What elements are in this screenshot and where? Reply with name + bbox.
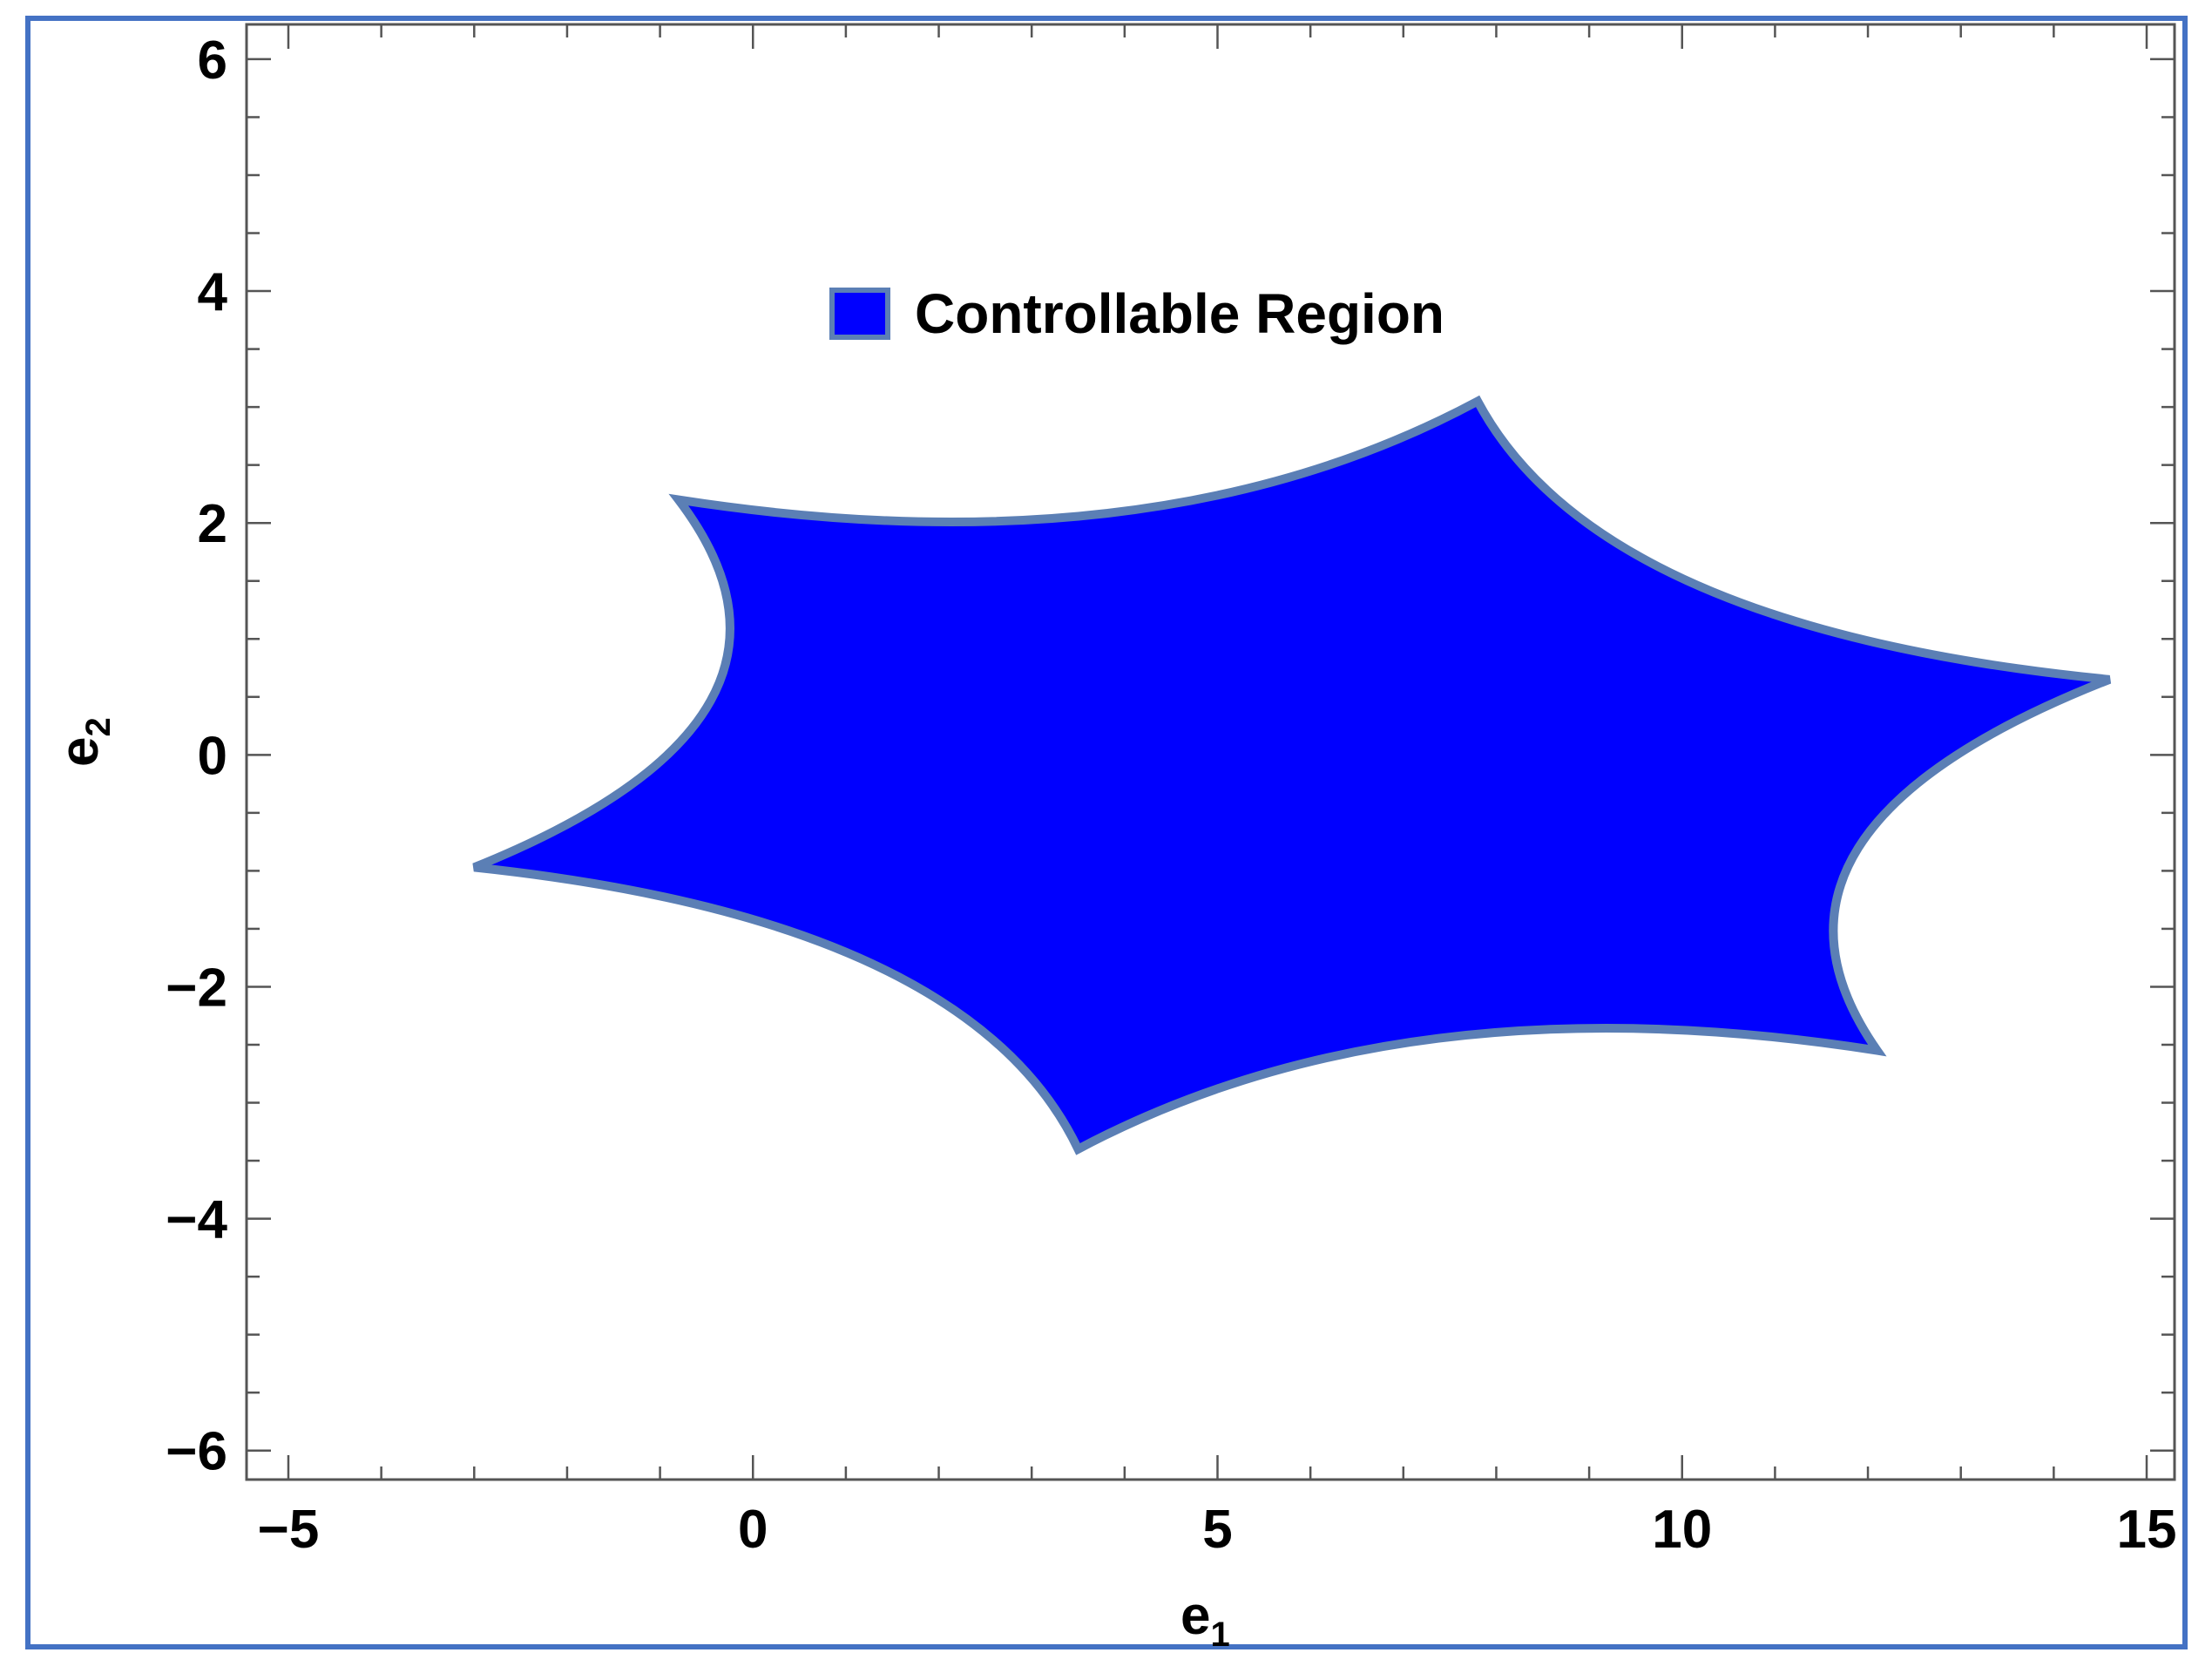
- y-tick-label: −4: [166, 1190, 227, 1250]
- x-tick-label: 10: [1652, 1500, 1712, 1560]
- y-tick-label: 2: [198, 494, 227, 554]
- y-axis-label: e2: [50, 717, 118, 767]
- legend-swatch: [829, 288, 890, 340]
- x-tick-label: 5: [1202, 1500, 1232, 1560]
- x-tick-label: −5: [258, 1500, 320, 1560]
- x-axis-label: e1: [1180, 1586, 1230, 1654]
- legend-label: Controllable Region: [915, 282, 1444, 345]
- x-tick-label: 15: [2117, 1500, 2177, 1560]
- y-tick-label: 4: [198, 262, 228, 322]
- y-tick-label: −2: [166, 958, 227, 1018]
- controllable-region: [472, 395, 2112, 1155]
- y-tick-label: 6: [198, 30, 227, 91]
- legend: Controllable Region: [829, 282, 1444, 345]
- y-tick-label: 0: [198, 726, 227, 786]
- tick-marks: [247, 24, 2175, 1480]
- plot-frame: [245, 23, 2176, 1481]
- x-tick-label: 0: [738, 1500, 768, 1560]
- tick-labels: −5 0 5 10 15 −6 −4 −2 0 2 4 6: [166, 30, 2176, 1560]
- y-tick-label: −6: [166, 1422, 227, 1482]
